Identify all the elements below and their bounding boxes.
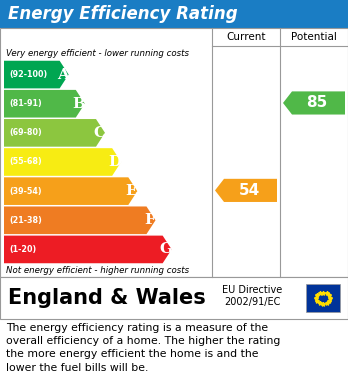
Text: C: C	[93, 126, 105, 140]
Text: The energy efficiency rating is a measure of the
overall efficiency of a home. T: The energy efficiency rating is a measur…	[6, 323, 280, 373]
Text: E: E	[126, 184, 137, 198]
Text: Very energy efficient - lower running costs: Very energy efficient - lower running co…	[6, 48, 189, 57]
Text: (69-80): (69-80)	[9, 128, 42, 137]
Polygon shape	[4, 90, 85, 118]
Polygon shape	[4, 148, 121, 176]
Polygon shape	[283, 91, 345, 115]
Polygon shape	[215, 179, 277, 202]
Text: 54: 54	[238, 183, 260, 198]
Bar	[0, 277, 348, 319]
Text: England & Wales: England & Wales	[8, 288, 206, 308]
Text: (92-100): (92-100)	[9, 70, 47, 79]
Text: A: A	[57, 68, 69, 82]
Text: (1-20): (1-20)	[9, 245, 36, 254]
Text: (39-54): (39-54)	[9, 187, 42, 196]
Text: Energy Efficiency Rating: Energy Efficiency Rating	[8, 5, 238, 23]
Text: (21-38): (21-38)	[9, 216, 42, 225]
Text: G: G	[159, 242, 172, 256]
Polygon shape	[4, 236, 172, 263]
Text: (81-91): (81-91)	[9, 99, 42, 108]
Text: EU Directive
2002/91/EC: EU Directive 2002/91/EC	[222, 285, 282, 307]
Bar	[0, 0, 348, 28]
Polygon shape	[4, 61, 69, 88]
Text: (55-68): (55-68)	[9, 158, 42, 167]
Text: Current: Current	[226, 32, 266, 42]
Bar	[0, 28, 348, 277]
Bar	[306, 284, 340, 312]
Polygon shape	[4, 178, 137, 205]
Text: Potential: Potential	[291, 32, 337, 42]
Text: Not energy efficient - higher running costs: Not energy efficient - higher running co…	[6, 266, 189, 275]
Text: 85: 85	[306, 95, 327, 111]
Text: D: D	[109, 155, 122, 169]
Polygon shape	[4, 206, 156, 234]
Polygon shape	[4, 119, 105, 147]
Text: F: F	[144, 213, 155, 227]
Text: B: B	[72, 97, 86, 111]
